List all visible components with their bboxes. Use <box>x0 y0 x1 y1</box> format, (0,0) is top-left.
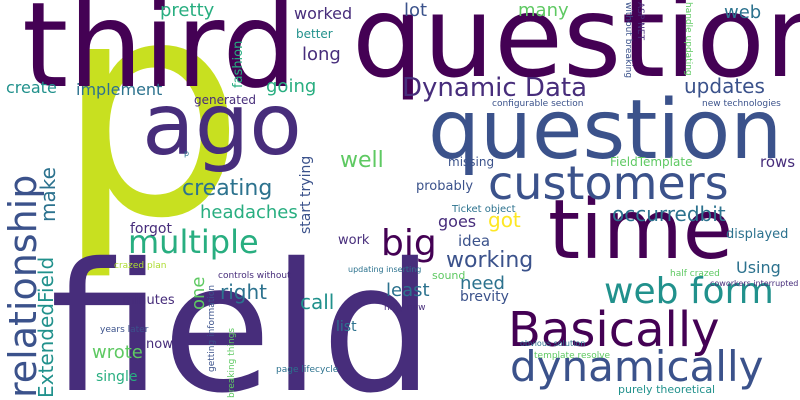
word-without-breaking: without breaking <box>623 2 633 79</box>
word-least: least <box>386 280 430 301</box>
word-handle-updating: handle updating <box>683 2 693 76</box>
word-web-form: web form <box>604 271 774 312</box>
word-crazed-plan: crazed plan <box>114 261 167 271</box>
word-sound: sound <box>432 269 466 282</box>
word-worked: worked <box>294 4 353 23</box>
word-going: going <box>266 76 317 97</box>
word-single: single <box>96 369 138 385</box>
word-p-small: p <box>184 149 190 158</box>
word-field-template: FieldTemplate <box>610 155 693 169</box>
word-start-trying: start trying <box>298 155 314 234</box>
word-big: big <box>381 223 437 264</box>
word-brevity: brevity <box>460 289 509 305</box>
word-template-resolve: template resolve <box>534 351 611 361</box>
word-now: now <box>146 337 173 352</box>
word-displayed: displayed <box>726 227 789 242</box>
word-ago: ago <box>142 75 302 175</box>
word-field: field <box>50 225 435 400</box>
word-breaking-things: breaking things <box>227 327 237 398</box>
word-creating: creating <box>182 176 273 201</box>
word-obvious-solution: obvious solution <box>520 339 586 348</box>
word-web: web <box>724 2 762 23</box>
word-updating-inserting: updating inserting <box>348 265 422 274</box>
word-controls-without: controls without <box>218 271 291 281</box>
word-years-later: years later <box>100 325 149 335</box>
word-fashion: fashion <box>231 40 246 88</box>
word-multiple: multiple <box>128 223 259 261</box>
word-better: better <box>296 27 333 41</box>
word-new-technologies: new technologies <box>702 99 781 109</box>
word-one: one <box>188 276 209 311</box>
word-forgot: forgot <box>130 221 172 237</box>
word-got: got <box>488 208 521 232</box>
word-customers: customers <box>488 156 729 210</box>
word-getting-information: getting information <box>207 284 217 372</box>
word-well: well <box>340 148 384 173</box>
word-pretty: pretty <box>160 0 215 21</box>
word-rows: rows <box>760 153 796 171</box>
word-need: need <box>460 273 505 294</box>
word-minutes: minutes <box>122 293 175 308</box>
word-idea: idea <box>458 232 491 250</box>
word-configurable-section: configurable section <box>492 99 584 109</box>
word-page-lifecycle: page lifecycle <box>276 365 339 375</box>
word-half-crazed: half crazed <box>670 269 720 279</box>
word-question-large: question <box>352 0 800 103</box>
word-make: make <box>36 167 60 222</box>
word-basically: Basically <box>508 302 720 358</box>
word-work: work <box>338 233 370 248</box>
word-ticket-object: Ticket object <box>452 204 516 215</box>
word-wrote: wrote <box>92 342 143 363</box>
word-implement: implement <box>76 80 163 99</box>
word-working: working <box>446 248 534 273</box>
word-generated: generated <box>194 93 256 107</box>
word-lot: lot <box>404 0 428 21</box>
word-dynamic-data: Dynamic Data <box>402 73 588 103</box>
word-updates: updates <box>684 74 765 98</box>
word-using: Using <box>736 258 781 277</box>
word-extendedfield: ExtendedField <box>34 256 58 398</box>
word-p: p <box>55 0 246 284</box>
word-nifty-new: nifty new <box>384 303 426 313</box>
word-goes: goes <box>438 212 477 231</box>
word-right: right <box>220 280 267 304</box>
word-headaches: headaches <box>200 202 298 223</box>
word-third: third <box>22 0 298 114</box>
word-probably: probably <box>416 179 474 194</box>
word-coworkers-interrupted: coworkers interrupted <box>710 279 799 288</box>
word-dynamically: dynamically <box>510 342 764 391</box>
word-asp-net: ASP NET <box>635 2 645 41</box>
word-time: time <box>548 183 734 278</box>
word-list: list <box>336 319 357 335</box>
word-occurredbit: occurredbit <box>612 202 726 226</box>
word-create: create <box>6 78 57 97</box>
word-missing: missing <box>448 155 495 169</box>
word-many: many <box>518 0 569 21</box>
word-call: call <box>300 290 335 314</box>
word-question-medium: question <box>428 83 783 178</box>
word-purely-theoretical: purely theoretical <box>618 383 716 396</box>
word-long: long <box>302 44 341 65</box>
